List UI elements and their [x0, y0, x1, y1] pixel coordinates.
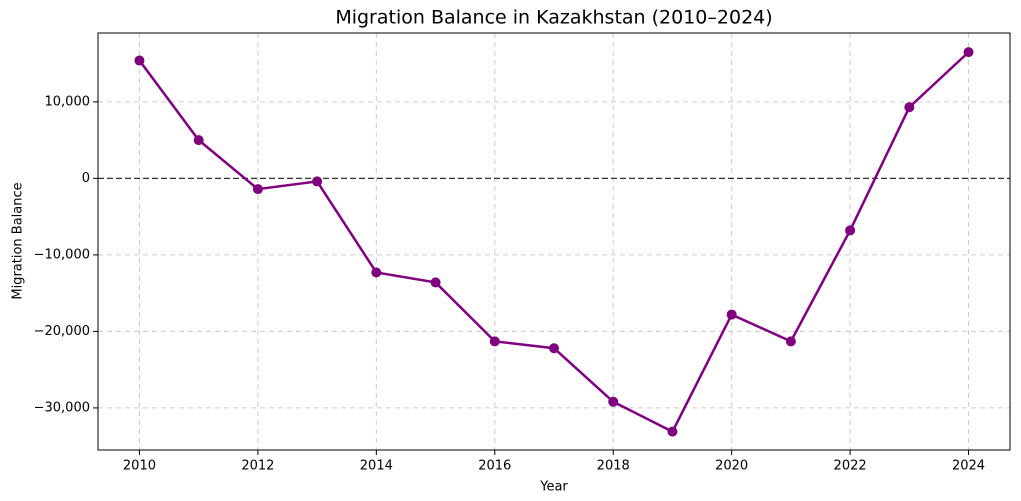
data-line [138, 51, 970, 434]
data-point [785, 336, 796, 347]
data-point [371, 267, 382, 278]
data-point [312, 176, 323, 187]
x-axis-label: Year [539, 480, 568, 495]
data-point [726, 309, 737, 320]
x-tick-label: 2022 [834, 459, 867, 474]
x-tick-label: 2024 [952, 459, 985, 474]
x-tick-label: 2014 [360, 459, 393, 474]
data-point [549, 343, 559, 354]
y-tick-label: −30,000 [34, 400, 90, 415]
data-point [134, 55, 145, 66]
data-point [904, 102, 915, 113]
x-tick-label: 2020 [715, 459, 748, 474]
x-tick-label: 2016 [478, 459, 511, 474]
y-axis-label: Migration Balance [11, 182, 26, 299]
data-point [430, 277, 441, 288]
x-tick-label: 2018 [597, 459, 630, 474]
y-tick-label: 10,000 [45, 94, 91, 109]
data-point [252, 184, 263, 195]
data-point [489, 336, 500, 347]
data-point [193, 135, 204, 146]
plot-frame [97, 32, 1011, 451]
data-point [845, 225, 856, 236]
data-point [963, 47, 974, 58]
x-tick-label: 2012 [241, 459, 274, 474]
data-point [667, 426, 678, 437]
y-tick-label: 0 [82, 171, 90, 186]
y-tick-label: −20,000 [34, 324, 90, 339]
x-tick-label: 2010 [123, 459, 156, 474]
data-point [608, 396, 619, 407]
chart-title: Migration Balance in Kazakhstan (2010–20… [335, 7, 772, 29]
y-tick-label: −10,000 [34, 247, 90, 262]
